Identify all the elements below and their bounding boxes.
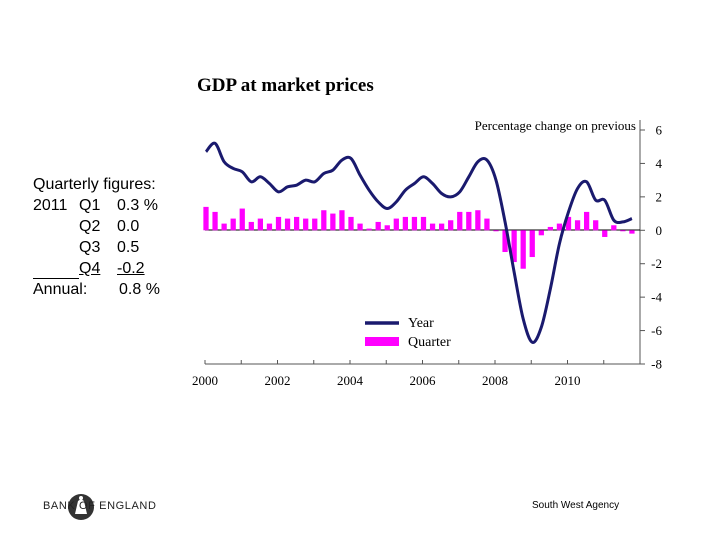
y-axis: 6 4 2 0 -2 -4 -6 -8 — [640, 123, 663, 372]
quarter-bar — [475, 210, 481, 231]
quarter-bar — [357, 223, 363, 231]
y-tick-label: 6 — [656, 123, 663, 138]
year-line — [204, 141, 633, 344]
quarter-bar — [529, 230, 535, 258]
bank-name: BANK OF ENGLAND — [43, 500, 157, 512]
summary-quarter-label: Q3 — [79, 239, 101, 256]
y-tick-label: -4 — [651, 290, 662, 305]
x-tick-label: 2010 — [555, 373, 581, 388]
quarter-bar — [221, 223, 227, 231]
quarter-bar — [493, 230, 499, 232]
y-tick-label: 2 — [656, 189, 663, 204]
x-tick-label: 2006 — [410, 373, 437, 388]
summary-annual-value: 0.8 % — [119, 281, 160, 298]
quarter-bar — [565, 216, 572, 231]
summary-quarter-label: Q1 — [79, 197, 101, 214]
quarter-bar — [248, 221, 254, 231]
quarter-bar — [502, 230, 508, 253]
summary-quarter-label: Q4 — [79, 260, 101, 277]
quarter-bar — [203, 206, 209, 231]
quarter-bar — [375, 221, 381, 231]
x-tick-label: 2002 — [265, 373, 291, 388]
y-tick-label: 4 — [656, 156, 663, 171]
quarter-bar — [366, 228, 372, 231]
quarter-bar — [339, 210, 345, 231]
x-tick-label: 2000 — [192, 373, 218, 388]
quarter-bar — [583, 211, 590, 231]
bank-logo-icon — [68, 494, 94, 520]
quarter-bar — [293, 216, 300, 231]
quarter-bar — [384, 225, 390, 231]
summary-quarter-label: Q2 — [79, 218, 101, 235]
quarter-bar — [511, 230, 517, 263]
quarter-bar — [348, 216, 354, 231]
summary-year: 2011 — [33, 197, 68, 214]
y-tick-label: -2 — [651, 256, 662, 271]
legend-quarter-swatch — [365, 337, 399, 346]
quarter-bar — [574, 220, 581, 231]
quarter-bar — [547, 226, 554, 231]
quarter-bar — [275, 216, 282, 231]
summary-quarter-value: 0.0 — [117, 218, 140, 235]
quarter-bar — [257, 218, 264, 231]
quarter-bar — [602, 230, 608, 237]
quarter-bar — [239, 208, 245, 231]
quarter-bar — [230, 218, 236, 231]
agency-label: South West Agency — [532, 500, 620, 511]
quarter-bar — [593, 220, 599, 231]
quarter-bar — [321, 210, 327, 231]
quarter-bar — [284, 218, 291, 231]
quarter-bar — [266, 223, 273, 231]
quarter-bar — [520, 230, 526, 269]
quarter-bar — [402, 216, 409, 231]
quarter-bar — [420, 216, 427, 231]
year-line-layer — [204, 141, 633, 344]
quarter-bar — [312, 218, 318, 231]
quarter-bar — [466, 211, 472, 231]
summary-quarter-value: 0.3 % — [117, 197, 158, 214]
summary-underline — [33, 258, 79, 279]
quarter-bar — [212, 211, 218, 231]
quarter-bar — [438, 223, 445, 231]
y-tick-label: -8 — [651, 357, 662, 372]
quarter-bar — [457, 211, 463, 231]
summary-quarter-value: -0.2 — [117, 260, 145, 277]
quarter-bar — [538, 230, 544, 236]
quarter-bar — [556, 223, 563, 231]
quarter-bar — [629, 230, 635, 234]
y-tick-label: -6 — [651, 323, 662, 338]
x-tick-label: 2004 — [337, 373, 364, 388]
quarter-bar — [411, 216, 418, 231]
summary-quarter-value: 0.5 — [117, 239, 140, 256]
quarter-bar — [303, 218, 309, 231]
y-tick-label: 0 — [656, 223, 663, 238]
chart-subtitle: Percentage change on previous — [475, 118, 636, 133]
quarter-bars — [203, 206, 635, 269]
x-axis: 2000 2002 2004 2006 2008 2010 — [192, 360, 641, 388]
legend: Year Quarter — [365, 316, 451, 350]
legend-year-label: Year — [408, 316, 434, 331]
chart-title: GDP at market prices — [197, 75, 374, 96]
quarter-bar — [620, 230, 626, 232]
x-tick-label: 2008 — [482, 373, 508, 388]
legend-quarter-label: Quarter — [408, 335, 451, 350]
summary-annual-label: Annual: — [33, 281, 88, 298]
quarter-bar — [393, 218, 399, 231]
quarter-bar — [611, 225, 617, 231]
quarter-bar — [330, 213, 336, 231]
summary-heading: Quarterly figures: — [33, 176, 156, 193]
quarter-bar — [448, 220, 454, 231]
quarter-bar — [484, 218, 490, 231]
quarter-bar — [429, 223, 436, 231]
